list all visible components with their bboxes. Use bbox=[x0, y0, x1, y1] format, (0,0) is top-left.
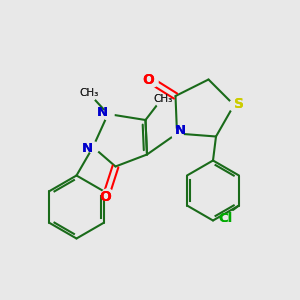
Text: O: O bbox=[99, 190, 111, 204]
Text: CH₃: CH₃ bbox=[79, 88, 98, 98]
Text: CH₃: CH₃ bbox=[79, 88, 98, 98]
Text: Cl: Cl bbox=[218, 212, 233, 226]
Text: N: N bbox=[174, 124, 186, 137]
Text: CH₃: CH₃ bbox=[153, 94, 172, 104]
Text: N: N bbox=[97, 106, 108, 119]
Text: S: S bbox=[234, 97, 244, 110]
Text: Cl: Cl bbox=[218, 212, 233, 226]
Text: N: N bbox=[82, 142, 93, 155]
Text: S: S bbox=[234, 97, 244, 110]
Text: N: N bbox=[174, 124, 186, 137]
Text: O: O bbox=[142, 73, 154, 86]
Text: N: N bbox=[82, 142, 93, 155]
Text: O: O bbox=[142, 73, 154, 86]
Text: O: O bbox=[99, 190, 111, 204]
Text: N: N bbox=[97, 106, 108, 119]
Text: CH₃: CH₃ bbox=[153, 94, 172, 104]
